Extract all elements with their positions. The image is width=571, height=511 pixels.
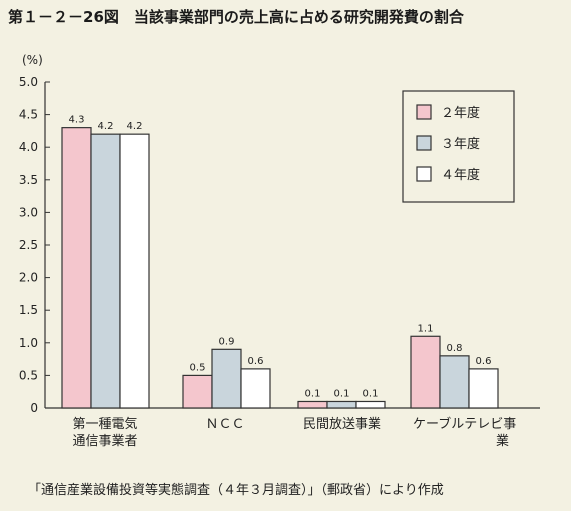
bar-value-label: 4.2 (98, 121, 114, 132)
category-label: ＮＣＣ (205, 417, 244, 432)
bar-value-label: 4.2 (127, 121, 143, 132)
bar-value-label: 0.1 (334, 388, 350, 399)
bar (119, 133, 150, 409)
bar (211, 348, 242, 409)
bar-value-label: 0.6 (248, 356, 264, 367)
y-tick-label: 5.0 (19, 75, 38, 89)
y-axis-unit: (%) (22, 53, 43, 67)
chart-title: 第１－２－26図 当該事業部門の売上高に占める研究開発費の割合 (8, 8, 465, 26)
bar-value-label: 0.8 (447, 343, 463, 354)
bar (468, 368, 499, 409)
y-tick-label: 1.5 (19, 303, 38, 317)
bar (297, 400, 328, 409)
y-tick-label: 2.0 (19, 271, 38, 285)
y-tick-label: 1.0 (19, 336, 38, 350)
source-note: 「通信産業設備投資等実態調査（４年３月調査）」（郵政省）により作成 (28, 482, 444, 498)
bar-value-label: 0.5 (190, 362, 206, 373)
category-label: 通信事業者 (72, 433, 137, 449)
bar (355, 400, 386, 409)
bar-value-label: 4.3 (69, 115, 85, 126)
bar (90, 133, 121, 409)
legend-swatch (416, 166, 432, 182)
legend-box (402, 90, 515, 203)
bar (410, 335, 441, 409)
legend-swatch (416, 104, 432, 120)
y-tick-label: 3.0 (19, 205, 38, 219)
y-tick-label: 0.5 (19, 368, 38, 382)
y-tick-label: 4.0 (19, 140, 38, 154)
category-label: 民間放送事業 (303, 416, 381, 432)
bar-value-label: 0.1 (305, 388, 321, 399)
bar (326, 400, 357, 409)
legend-label: ３年度 (441, 136, 480, 152)
category-label: 業 (496, 433, 509, 449)
category-label: 第一種電気 (72, 416, 137, 432)
bar-value-label: 0.9 (219, 336, 235, 347)
bar-value-label: 0.1 (363, 388, 379, 399)
legend-label: ２年度 (441, 105, 480, 121)
legend-swatch (416, 135, 432, 151)
bar (61, 127, 92, 409)
legend-label: ４年度 (441, 167, 480, 183)
y-tick-label: 0 (30, 401, 38, 415)
y-tick-label: 2.5 (19, 238, 38, 252)
bar-value-label: 0.6 (476, 356, 492, 367)
bar (182, 374, 213, 409)
bar-value-label: 1.1 (418, 323, 434, 334)
category-label: ケーブルテレビ事 (413, 416, 516, 432)
y-tick-label: 4.5 (19, 108, 38, 122)
bar (240, 368, 271, 409)
y-tick-label: 3.5 (19, 173, 38, 187)
bar (439, 355, 470, 409)
